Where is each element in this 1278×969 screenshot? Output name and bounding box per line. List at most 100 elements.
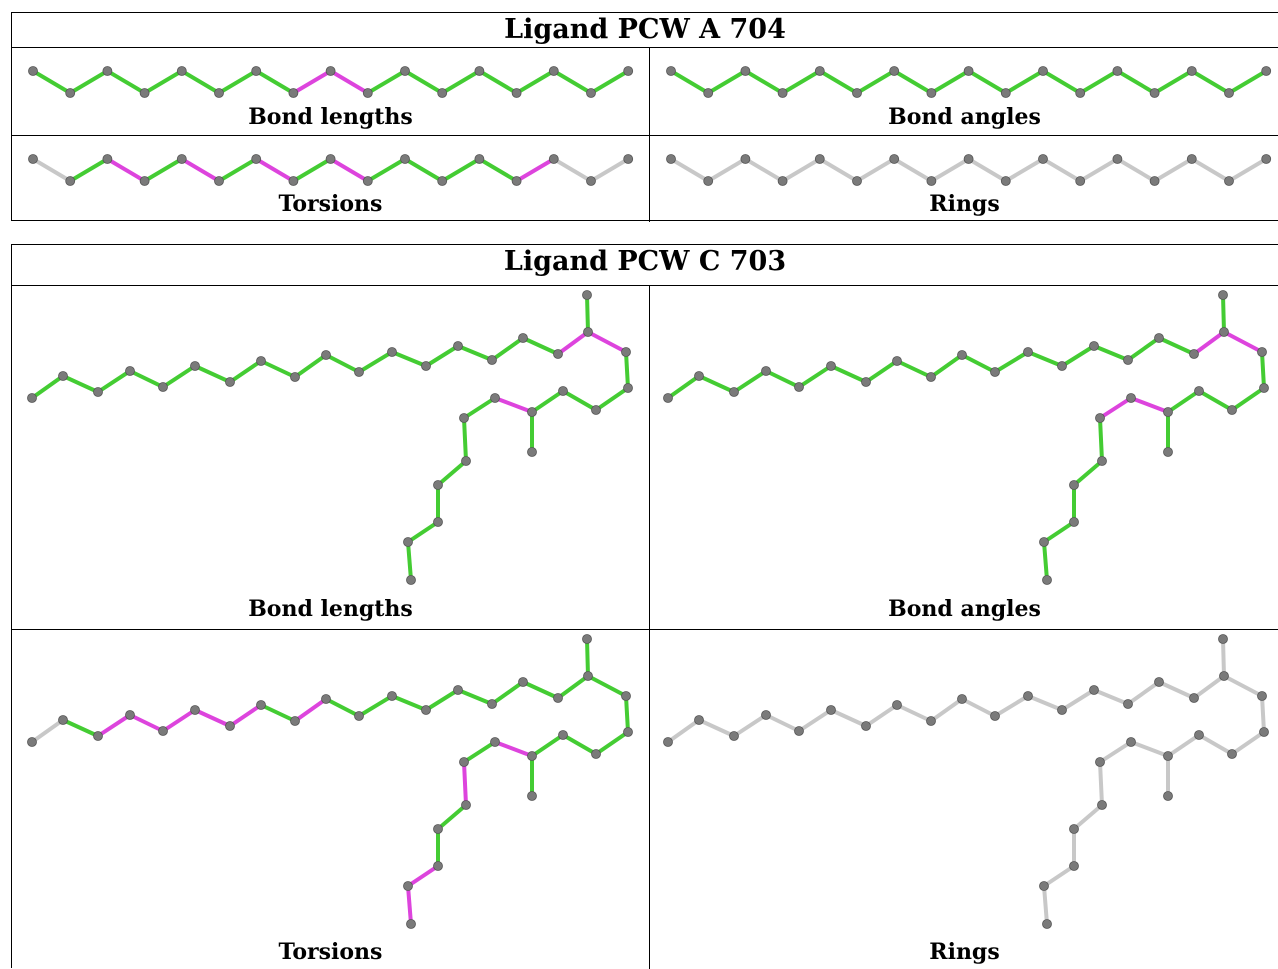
atom: [1163, 751, 1173, 761]
panel-bond-lengths: Bond lengths: [12, 48, 649, 135]
atom: [1219, 671, 1229, 681]
bond: [254, 157, 296, 183]
atom: [1089, 341, 1099, 351]
atom: [511, 88, 522, 98]
atom: [406, 919, 416, 929]
atom: [1069, 480, 1079, 490]
bond: [1157, 680, 1196, 700]
bond: [390, 350, 428, 368]
panel-label: Bond lengths: [248, 104, 413, 130]
bond: [462, 740, 497, 764]
atom: [325, 66, 336, 76]
bond: [966, 69, 1008, 95]
bond: [259, 703, 297, 723]
atom: [926, 88, 937, 98]
atom: [1186, 66, 1197, 76]
bond: [390, 694, 428, 712]
atom: [1163, 447, 1173, 457]
bond: [68, 69, 110, 95]
bond: [732, 369, 768, 394]
bond: [585, 293, 590, 334]
atom: [1218, 634, 1228, 644]
atom: [1000, 88, 1011, 98]
atom: [1075, 176, 1086, 186]
atom: [527, 791, 537, 801]
molecule-view: [27, 634, 633, 929]
bond: [406, 540, 413, 582]
ligand-table-2: Ligand PCW C 703 Bond lengths Bond angle…: [11, 244, 1278, 969]
bond: [105, 69, 147, 95]
atom: [1218, 290, 1228, 300]
bond: [1115, 157, 1157, 183]
bond: [514, 157, 556, 183]
bond: [817, 157, 859, 183]
atom: [403, 881, 413, 891]
atom: [321, 350, 331, 360]
divider: [12, 135, 1278, 136]
atom: [325, 154, 336, 164]
atom: [1123, 355, 1133, 365]
atom: [1259, 727, 1269, 737]
bond: [586, 330, 628, 354]
bond: [1129, 740, 1170, 758]
bond: [105, 157, 147, 183]
panel-label: Rings: [929, 939, 1000, 965]
bond: [462, 396, 497, 420]
atom: [387, 691, 397, 701]
atom: [27, 393, 37, 403]
bond: [1098, 740, 1133, 764]
bond: [291, 69, 333, 95]
molecule-view: [28, 154, 634, 186]
atom: [58, 371, 68, 381]
bond: [1098, 396, 1133, 420]
atom: [288, 88, 299, 98]
atom: [761, 710, 771, 720]
atom: [1038, 154, 1048, 164]
atom: [251, 154, 262, 164]
bond: [561, 733, 598, 756]
bond: [1026, 350, 1064, 368]
bond: [193, 364, 232, 384]
bond: [706, 69, 748, 95]
atom: [93, 731, 103, 741]
atom: [623, 154, 634, 164]
atom: [826, 705, 836, 715]
atom: [694, 715, 704, 725]
atom: [1194, 386, 1204, 396]
atom: [487, 699, 497, 709]
molecule-view: [663, 290, 1269, 585]
bond: [624, 694, 630, 734]
bond: [1166, 389, 1201, 414]
atom: [102, 154, 113, 164]
panel-rings: Rings: [650, 136, 1278, 222]
atom: [1163, 791, 1173, 801]
atom: [826, 361, 836, 371]
atom: [290, 372, 300, 382]
atom: [1069, 824, 1079, 834]
bond: [1152, 157, 1194, 183]
atom: [621, 691, 631, 701]
atom: [663, 393, 673, 403]
atom: [548, 66, 559, 76]
atom: [190, 361, 200, 371]
bond: [556, 330, 590, 356]
bond: [1026, 694, 1064, 712]
bond: [706, 157, 748, 183]
divider: [12, 285, 1278, 286]
atom: [990, 711, 1000, 721]
bond: [1098, 416, 1104, 463]
atom: [139, 176, 150, 186]
bond: [864, 703, 899, 728]
molecule-view: [28, 66, 634, 98]
panel-bond-angles: Bond angles: [650, 48, 1278, 135]
bond: [1126, 336, 1161, 362]
bond: [456, 344, 494, 362]
bond: [406, 884, 413, 926]
atom: [623, 66, 634, 76]
bond: [406, 864, 440, 888]
atom: [623, 727, 633, 737]
atom: [1057, 705, 1067, 715]
atom: [1194, 730, 1204, 740]
atom: [437, 88, 448, 98]
atom: [814, 66, 825, 76]
